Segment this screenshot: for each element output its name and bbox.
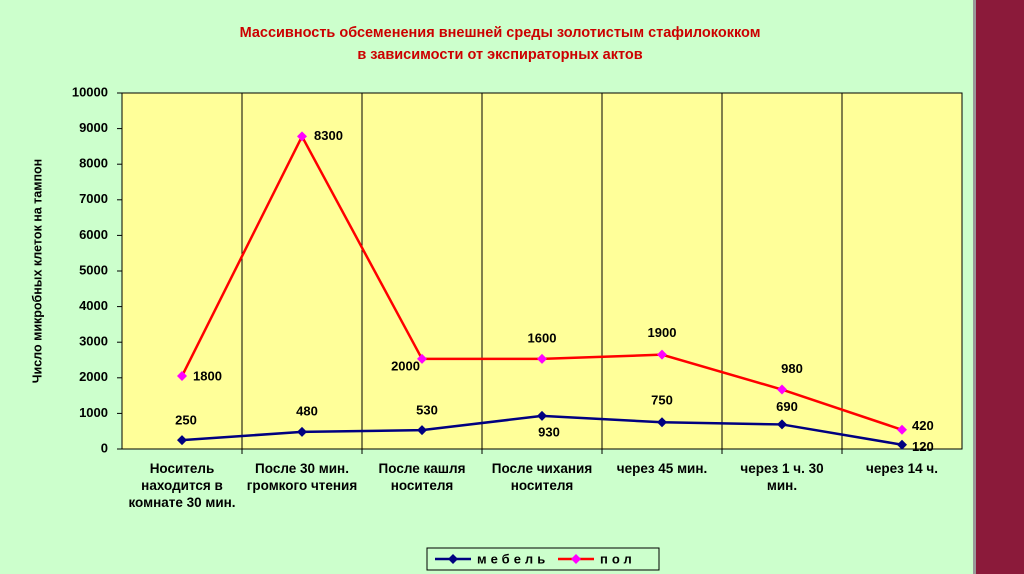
side-stripe — [976, 0, 1024, 574]
chart-subtitle: в зависимости от экспираторных актов — [357, 47, 642, 63]
data-label: 1900 — [648, 325, 677, 340]
y-tick-label: 0 — [101, 440, 108, 455]
marker — [777, 384, 787, 395]
data-label: 250 — [175, 413, 197, 428]
marker — [657, 417, 667, 428]
data-label: 980 — [781, 361, 803, 376]
y-tick-label: 1000 — [79, 405, 108, 420]
data-label: 1800 — [193, 368, 222, 383]
y-tick-label: 5000 — [79, 262, 108, 277]
marker — [177, 435, 187, 446]
divider — [973, 0, 976, 574]
legend-marker — [448, 554, 458, 564]
marker — [897, 424, 907, 435]
data-label: 690 — [776, 399, 798, 414]
y-tick-label: 2000 — [79, 369, 108, 384]
data-label: 120 — [912, 439, 934, 454]
legend-label: мебель — [477, 551, 549, 566]
y-tick-label: 4000 — [79, 298, 108, 313]
marker — [177, 371, 187, 382]
legend-marker — [571, 554, 581, 564]
data-label: 2000 — [391, 358, 420, 373]
y-tick-label: 3000 — [79, 334, 108, 349]
y-tick-label: 6000 — [79, 227, 108, 242]
data-label: 930 — [538, 424, 560, 439]
plot-area — [121, 92, 963, 450]
marker — [537, 410, 547, 421]
y-axis-label: Число микробных клеток на тампон — [30, 159, 44, 383]
x-tick-label: через 1 ч. 30 мин. — [740, 461, 824, 493]
chart-title: Массивность обсеменения внешней среды зо… — [240, 25, 761, 41]
marker — [417, 353, 427, 364]
marker — [417, 425, 427, 436]
y-tick-label: 8000 — [79, 156, 108, 171]
marker — [897, 439, 907, 450]
marker — [777, 419, 787, 430]
data-label: 750 — [651, 393, 673, 408]
x-tick-label: После чихания носителя — [491, 461, 593, 493]
marker — [297, 426, 307, 437]
x-tick-label: через 45 мин. — [616, 461, 708, 476]
marker — [297, 131, 307, 142]
data-label: 1600 — [528, 330, 557, 345]
x-tick-label: После кашля носителя — [378, 461, 466, 493]
y-tick-label: 7000 — [79, 191, 108, 206]
x-tick-label: через 14 ч. — [866, 461, 938, 476]
y-tick-label: 9000 — [79, 120, 108, 135]
data-label: 420 — [912, 418, 934, 433]
x-tick-label: Носитель находится в комнате 30 мин. — [128, 461, 236, 510]
marker — [537, 353, 547, 364]
data-label: 530 — [416, 403, 438, 418]
marker — [657, 349, 667, 360]
y-tick-label: 10000 — [72, 84, 108, 99]
legend — [426, 547, 660, 571]
legend-label: пол — [600, 551, 636, 566]
data-label: 8300 — [314, 128, 343, 143]
data-label: 480 — [296, 403, 318, 418]
x-tick-label: После 30 мин. громкого чтения — [246, 461, 358, 493]
